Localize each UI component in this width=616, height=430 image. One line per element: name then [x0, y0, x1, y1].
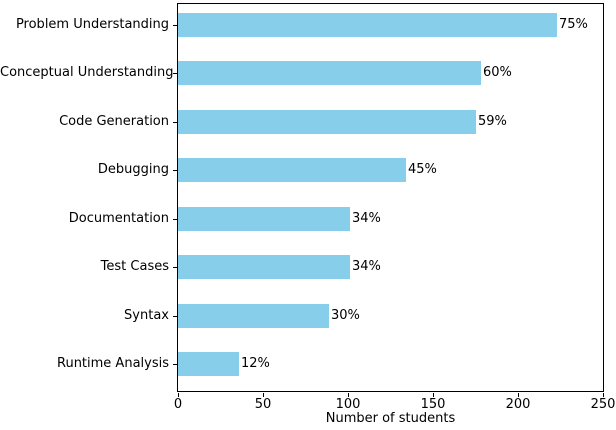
x-tick-mark [603, 393, 604, 397]
y-tick-mark [173, 24, 177, 26]
x-tick-label: 0 [173, 397, 183, 412]
y-tick-label: Debugging [97, 162, 169, 177]
bar-value-label: 34% [352, 259, 381, 274]
x-tick-label: 150 [420, 397, 446, 412]
bar-value-label: 60% [483, 65, 512, 80]
y-tick-mark [173, 170, 177, 171]
y-tick-label: Conceptual Understanding [0, 65, 174, 80]
x-tick-label: 250 [590, 397, 616, 412]
y-tick-mark [173, 267, 177, 268]
x-tick-label: 200 [505, 397, 531, 412]
x-tick-label: 50 [254, 397, 272, 412]
x-tick-mark [178, 393, 179, 397]
y-tick-label: Code Generation [59, 113, 169, 129]
y-tick-mark [173, 364, 177, 365]
bar-value-label: 59% [478, 113, 507, 129]
bar [178, 352, 239, 376]
bar [178, 158, 406, 182]
y-tick-mark [173, 218, 177, 220]
y-tick-mark [173, 121, 177, 123]
x-tick-mark [518, 393, 519, 397]
bar [178, 109, 476, 134]
y-tick-mark [173, 73, 177, 74]
bar-value-label: 45% [408, 162, 437, 177]
bar-value-label: 30% [331, 307, 360, 323]
x-axis-label: Number of students [325, 411, 456, 426]
y-tick-label: Documentation [68, 210, 169, 226]
x-tick-label: 100 [335, 397, 361, 412]
y-tick-label: Test Cases [100, 259, 169, 274]
bar-value-label: 12% [241, 356, 270, 371]
bar [178, 255, 350, 279]
bar [178, 206, 350, 231]
bar [178, 12, 557, 37]
bar-value-label: 75% [559, 16, 588, 32]
y-tick-label: Problem Understanding [15, 16, 169, 32]
x-tick-mark [348, 393, 349, 397]
bar-value-label: 34% [352, 210, 381, 226]
y-tick-label: Syntax [124, 307, 169, 323]
x-tick-mark [263, 393, 264, 397]
x-tick-mark [433, 393, 434, 397]
y-tick-mark [173, 315, 177, 317]
y-tick-label: Runtime Analysis [57, 356, 169, 371]
bar [178, 303, 329, 328]
bar [178, 61, 481, 85]
